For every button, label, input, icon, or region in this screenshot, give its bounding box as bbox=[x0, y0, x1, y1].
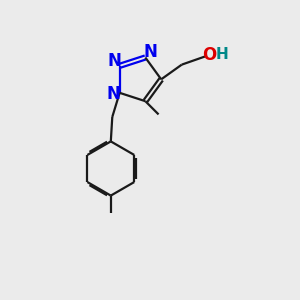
Text: N: N bbox=[144, 43, 158, 61]
Text: N: N bbox=[107, 52, 121, 70]
Text: N: N bbox=[106, 85, 120, 103]
Text: H: H bbox=[215, 47, 228, 62]
Text: O: O bbox=[202, 46, 216, 64]
